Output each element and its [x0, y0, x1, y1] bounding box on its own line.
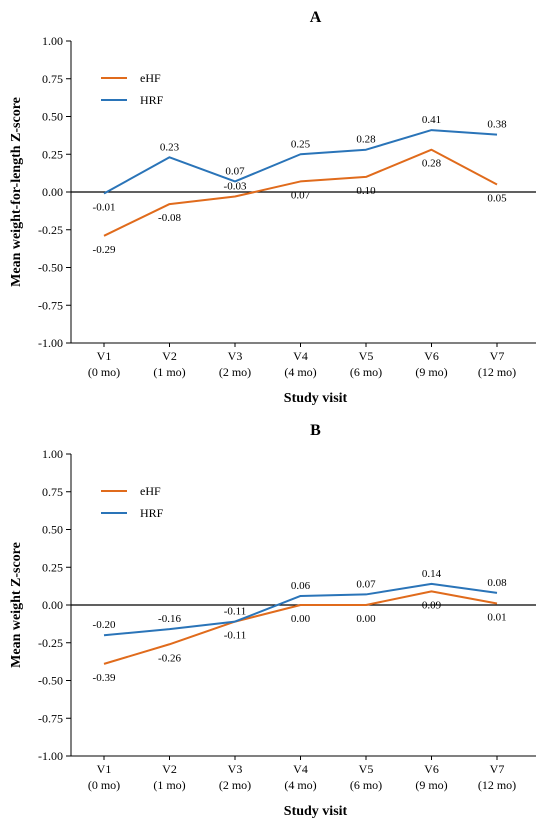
data-label: -0.29 — [93, 244, 116, 256]
x-tick-sublabel: (1 mo) — [153, 365, 185, 379]
x-tick-label: V6 — [424, 762, 439, 776]
y-tick-label: -1.00 — [38, 336, 63, 350]
y-axis-title: Mean weight Z-score — [9, 542, 24, 668]
x-tick-label: V2 — [162, 349, 177, 363]
y-tick-label: 0.75 — [42, 72, 63, 86]
x-tick-label: V1 — [97, 762, 112, 776]
legend-label: eHF — [140, 484, 161, 498]
data-label: -0.39 — [93, 672, 116, 684]
y-tick-label: 0.50 — [42, 523, 63, 537]
x-tick-sublabel: (9 mo) — [415, 365, 447, 379]
x-tick-label: V4 — [293, 762, 308, 776]
legend-label: HRF — [140, 93, 164, 107]
y-tick-label: -0.25 — [38, 223, 63, 237]
data-label: -0.11 — [224, 630, 247, 642]
data-label: 0.28 — [356, 134, 376, 146]
data-label: 0.05 — [487, 192, 507, 204]
x-tick-sublabel: (6 mo) — [350, 365, 382, 379]
data-label: 0.09 — [422, 599, 442, 611]
y-tick-label: -0.50 — [38, 261, 63, 275]
data-label: 0.28 — [422, 158, 442, 170]
data-label: -0.03 — [224, 181, 247, 193]
data-label: 0.06 — [291, 580, 311, 592]
x-tick-label: V7 — [490, 762, 505, 776]
x-tick-label: V2 — [162, 762, 177, 776]
x-tick-sublabel: (0 mo) — [88, 365, 120, 379]
y-tick-label: 1.00 — [42, 34, 63, 48]
data-label: 0.07 — [356, 578, 376, 590]
y-tick-label: -0.75 — [38, 298, 63, 312]
data-label: 0.07 — [225, 165, 245, 177]
data-label: 0.25 — [291, 138, 311, 150]
y-tick-label: 0.00 — [42, 185, 63, 199]
x-tick-label: V1 — [97, 349, 112, 363]
data-label: 0.23 — [160, 141, 180, 153]
x-tick-sublabel: (4 mo) — [284, 365, 316, 379]
chart-panel-b: B 1.00 0.75 0.50 0.25 0.00 -0.25 -0.50 -0.75 -1.0… — [9, 422, 536, 819]
x-tick-label: V3 — [228, 762, 243, 776]
y-tick-label: -0.50 — [38, 674, 63, 688]
y-tick-label: 0.25 — [42, 147, 63, 161]
x-tick-label: V3 — [228, 349, 243, 363]
x-tick-label: V6 — [424, 349, 439, 363]
legend-label: HRF — [140, 506, 164, 520]
y-tick-label: -0.25 — [38, 636, 63, 650]
y-tick-label: 1.00 — [42, 447, 63, 461]
data-label: -0.08 — [158, 212, 181, 224]
chart-panel-a: A 1.00 0.75 0.50 0.25 0.00 -0.25 -0.50 -0.75 -1.0… — [9, 9, 536, 406]
x-axis-title: Study visit — [284, 804, 348, 819]
y-tick-label: 0.00 — [42, 598, 63, 612]
legend-label: eHF — [140, 71, 161, 85]
data-label: 0.01 — [487, 611, 506, 623]
data-label: 0.10 — [356, 185, 376, 197]
data-label: 0.00 — [356, 613, 376, 625]
x-tick-label: V4 — [293, 349, 308, 363]
data-label: 0.14 — [422, 568, 442, 580]
data-label: -0.20 — [93, 619, 116, 631]
x-tick-sublabel: (9 mo) — [415, 778, 447, 792]
y-tick-label: -1.00 — [38, 749, 63, 763]
panel-label: A — [310, 9, 322, 26]
y-tick-label: 0.75 — [42, 485, 63, 499]
panel-label: B — [310, 422, 321, 439]
x-axis-title: Study visit — [284, 391, 348, 406]
data-label: -0.01 — [93, 202, 116, 214]
x-tick-sublabel: (1 mo) — [153, 778, 185, 792]
data-label: 0.00 — [291, 613, 311, 625]
y-tick-label: 0.25 — [42, 560, 63, 574]
data-label: 0.38 — [487, 119, 507, 131]
x-tick-sublabel: (0 mo) — [88, 778, 120, 792]
x-tick-label: V7 — [490, 349, 505, 363]
x-tick-sublabel: (2 mo) — [219, 778, 251, 792]
x-tick-sublabel: (12 mo) — [478, 365, 516, 379]
x-tick-label: V5 — [359, 349, 374, 363]
x-tick-sublabel: (6 mo) — [350, 778, 382, 792]
x-tick-sublabel: (2 mo) — [219, 365, 251, 379]
x-tick-sublabel: (12 mo) — [478, 778, 516, 792]
data-label: -0.16 — [158, 613, 181, 625]
y-tick-label: -0.75 — [38, 711, 63, 725]
y-tick-label: 0.50 — [42, 110, 63, 124]
data-label: -0.26 — [158, 652, 181, 664]
y-axis-title: Mean weight-for-length Z-score — [9, 97, 24, 287]
x-tick-label: V5 — [359, 762, 374, 776]
data-label: 0.41 — [422, 114, 441, 126]
data-label: 0.08 — [487, 577, 507, 589]
data-label: -0.11 — [224, 606, 247, 618]
x-tick-sublabel: (4 mo) — [284, 778, 316, 792]
data-label: 0.07 — [291, 189, 311, 201]
